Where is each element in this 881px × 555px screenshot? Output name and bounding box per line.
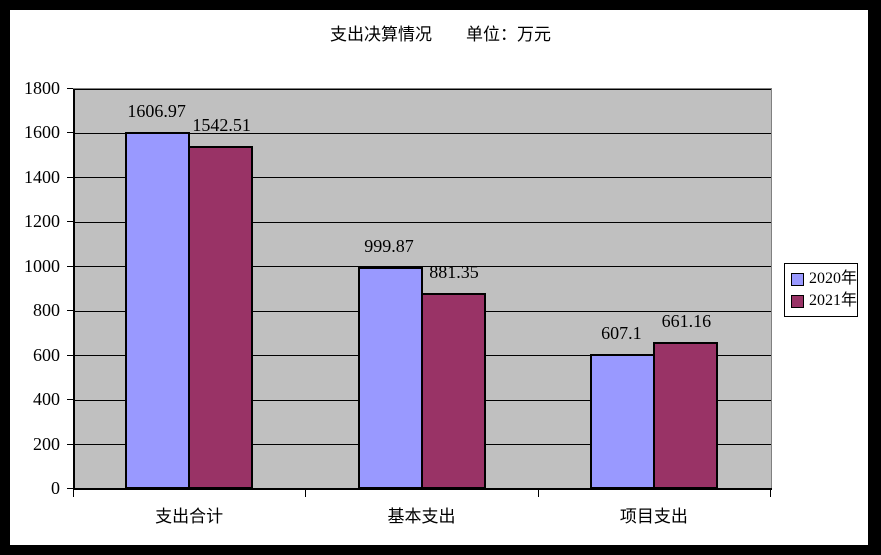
bar-value-label: 999.87	[364, 235, 414, 256]
bar-series2-cat2	[420, 293, 486, 489]
chart-title: 支出决算情况 单位：万元	[330, 25, 551, 44]
x-axis-tick	[73, 490, 74, 497]
legend-entry-2021年: 2021年	[791, 290, 857, 312]
bar-value-label: 607.1	[601, 323, 642, 344]
y-axis-tick	[67, 488, 73, 489]
y-axis-label: 1400	[24, 166, 60, 187]
bar-value-label: 881.35	[429, 262, 479, 283]
y-axis-tick	[67, 132, 73, 134]
x-axis-label: 支出合计	[155, 507, 224, 526]
y-axis-tick	[67, 88, 73, 89]
legend: 2020年 2021年	[784, 263, 858, 317]
bar-series2-cat1	[188, 146, 254, 489]
gridline-1200	[74, 221, 771, 223]
bar-value-label: 1606.97	[127, 100, 186, 121]
bar-series1-cat1	[125, 132, 191, 489]
bar-series1-cat2	[357, 267, 423, 489]
bar-series2-cat3	[652, 342, 718, 489]
y-axis-label: 600	[33, 344, 60, 365]
y-axis-tick	[67, 399, 73, 401]
legend-label: 2020年	[809, 270, 858, 287]
x-axis-label: 项目支出	[619, 507, 688, 526]
y-axis-tick	[67, 443, 73, 445]
y-axis-tick	[67, 354, 73, 356]
legend-entry-2020年: 2020年	[791, 268, 857, 290]
gridline-1600	[74, 132, 771, 134]
plot-area	[73, 88, 772, 490]
y-axis-label: 800	[33, 300, 60, 321]
legend-swatch-icon	[791, 272, 804, 286]
y-axis-label: 0	[51, 478, 60, 498]
x-axis-label: 基本支出	[387, 507, 456, 526]
x-axis-tick	[537, 490, 539, 497]
y-axis-label: 1000	[24, 255, 60, 276]
x-axis-tick	[770, 490, 771, 497]
bar-value-label: 1542.51	[192, 115, 251, 136]
y-axis-line	[73, 89, 75, 489]
legend-swatch-icon	[791, 294, 804, 308]
y-axis-tick	[67, 310, 73, 312]
y-axis-label: 200	[33, 433, 60, 454]
x-axis-tick	[305, 490, 307, 497]
bar-series1-cat3	[589, 354, 655, 489]
y-axis-label: 1200	[24, 211, 60, 232]
y-axis-tick	[67, 265, 73, 267]
y-axis-tick	[67, 176, 73, 178]
gridline-1400	[74, 177, 771, 179]
x-axis-line	[73, 488, 772, 490]
gridline-1800	[74, 88, 771, 90]
y-axis-label: 1600	[24, 122, 60, 143]
y-axis-label: 400	[33, 389, 60, 410]
gridline-1000	[74, 266, 771, 268]
legend-label: 2021年	[809, 292, 858, 309]
bar-value-label: 661.16	[661, 311, 712, 332]
y-axis-tick	[67, 221, 73, 223]
y-axis-label: 1800	[24, 78, 60, 98]
